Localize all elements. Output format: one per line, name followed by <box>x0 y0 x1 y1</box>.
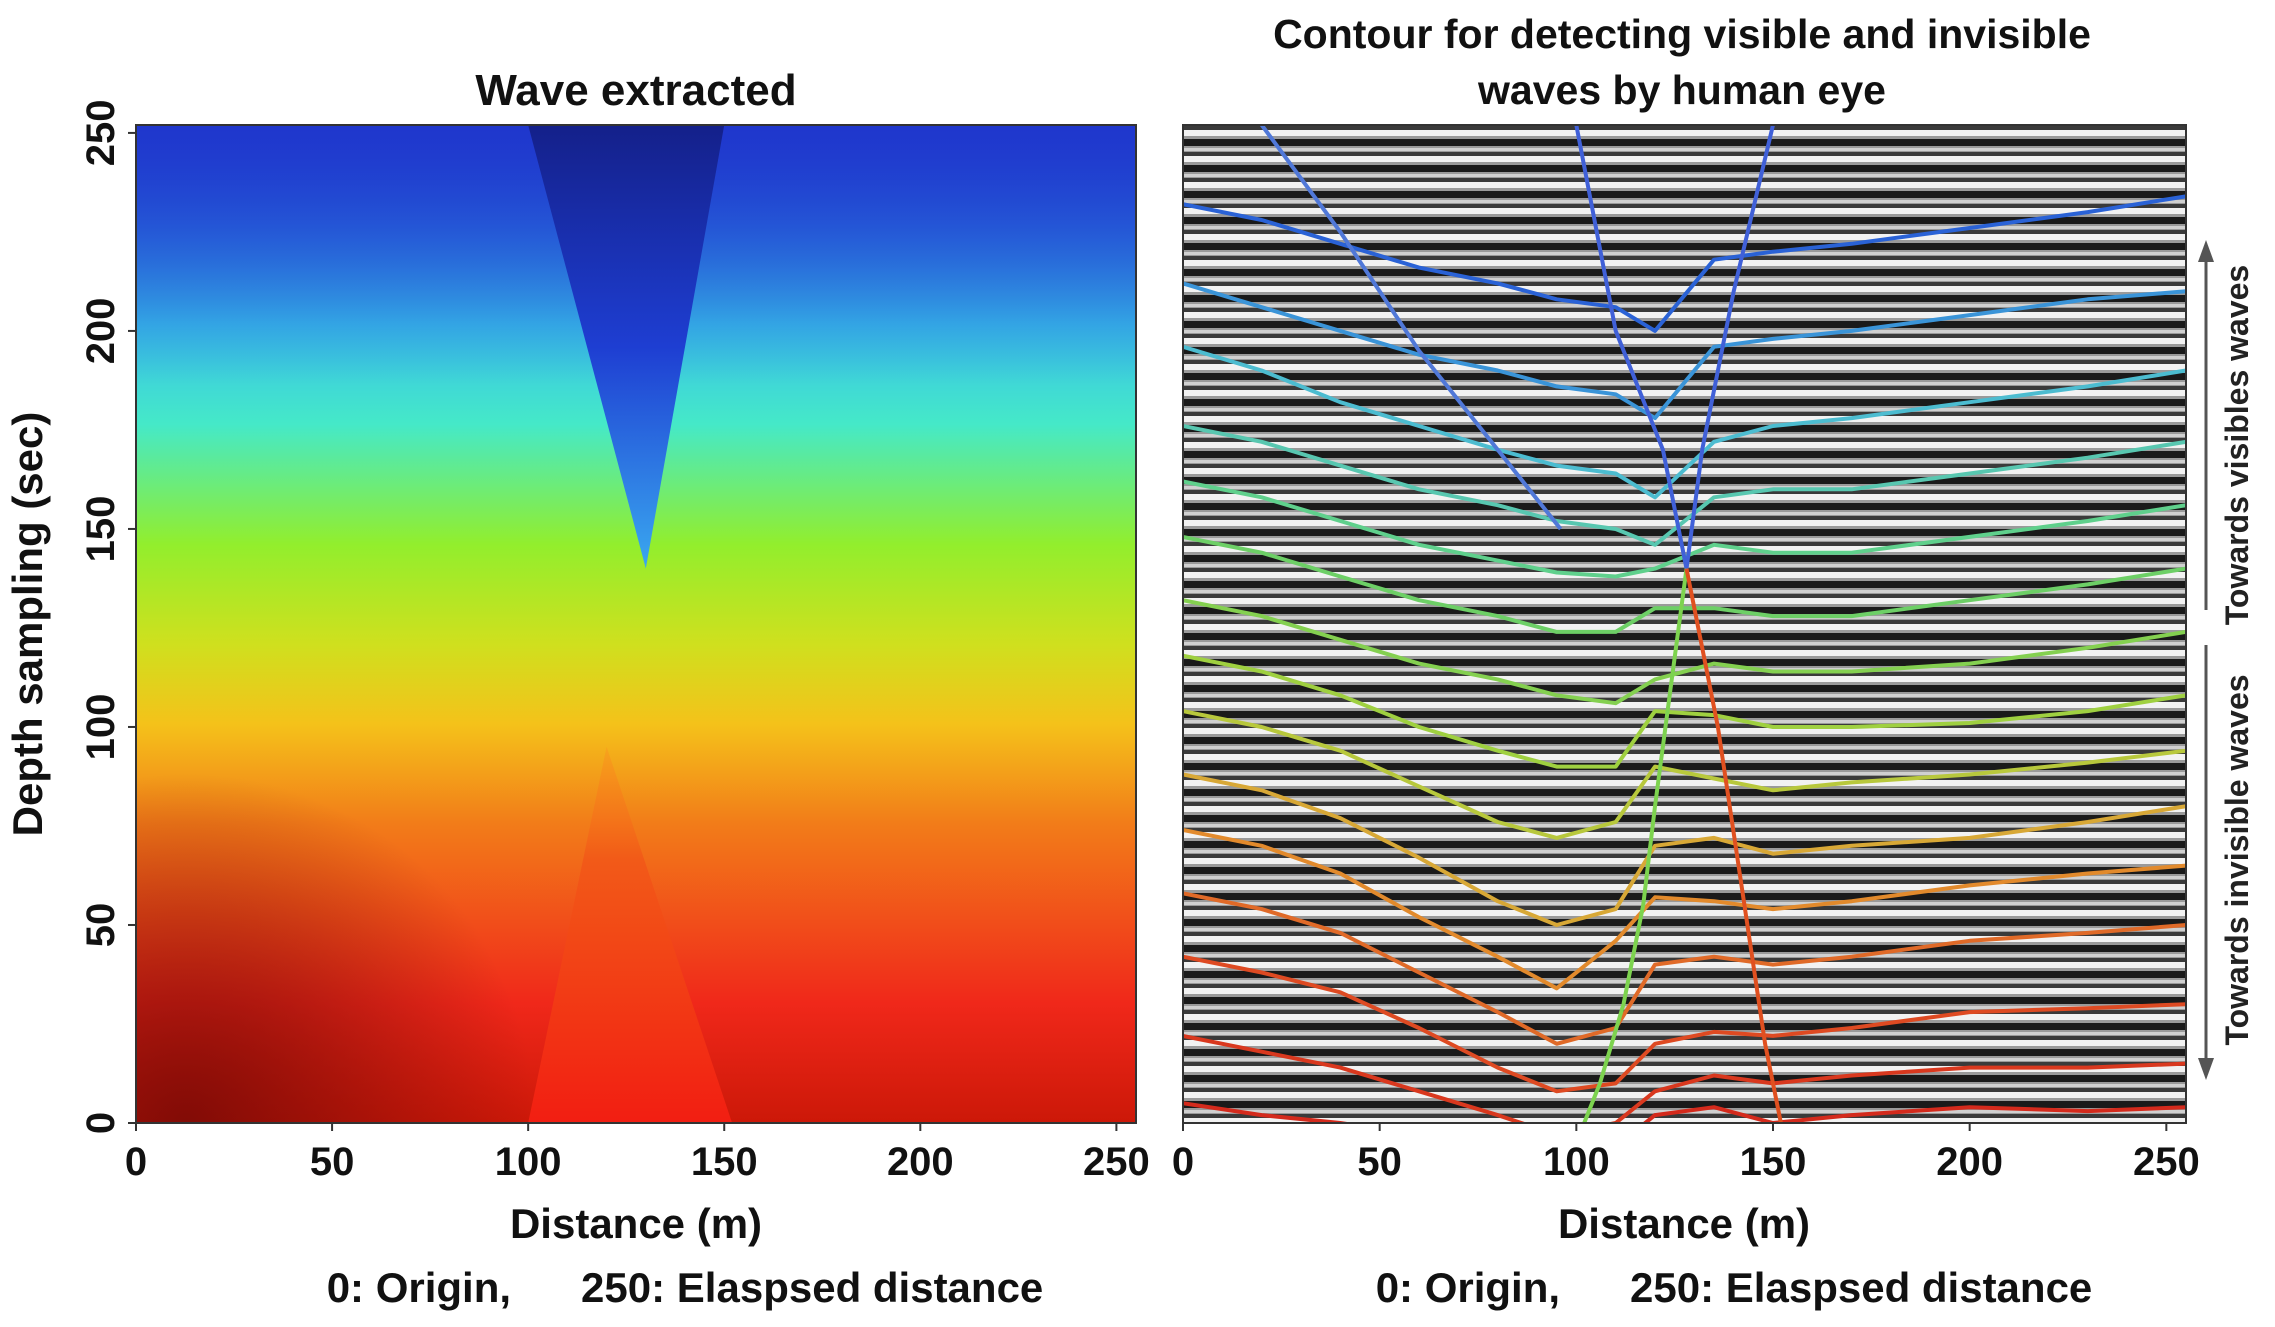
right-chart-title-line-2: waves by human eye <box>1477 67 1886 113</box>
contour-line-4 <box>1183 891 2186 1046</box>
contour-line-9 <box>1183 598 2186 706</box>
heatmap-plot-area <box>136 125 1136 1123</box>
left-y-tick-label: 150 <box>79 496 123 563</box>
contour-line-1 <box>1183 1101 2186 1123</box>
right-x-tick-label: 50 <box>1357 1140 1402 1184</box>
right-plot-frame <box>1182 124 2187 1124</box>
contour-line-5 <box>1183 827 2186 991</box>
invisible-waves-arrow <box>2198 645 2214 1080</box>
right-x-tick-label: 150 <box>1740 1140 1807 1184</box>
left-y-tick-label: 0 <box>79 1112 123 1134</box>
right-caption: 0: Origin, 250: Elaspsed distance <box>1376 1264 2093 1311</box>
left-x-tick-label: 250 <box>1083 1140 1150 1184</box>
left-chart-title: Wave extracted <box>475 66 796 115</box>
fault-line-4 <box>1684 568 1783 1123</box>
left-x-axis-label: Distance (m) <box>510 1200 762 1247</box>
right-x-tick-label: 200 <box>1936 1140 2003 1184</box>
lower-red-wedge <box>528 746 733 1123</box>
left-x-tick-label: 100 <box>495 1140 562 1184</box>
contour-line-10 <box>1183 534 2186 634</box>
right-x-tick-label: 0 <box>1172 1140 1194 1184</box>
left-y-axis-label: Depth sampling (sec) <box>4 412 51 837</box>
contour-lines <box>1183 194 2186 1123</box>
contour-line-2 <box>1183 1033 2186 1123</box>
contour-line-3 <box>1183 954 2186 1094</box>
contour-line-12 <box>1183 424 2186 547</box>
left-y-tick-label: 200 <box>79 298 123 365</box>
right-x-axis-label: Distance (m) <box>1558 1200 1810 1247</box>
right-x-tick-label: 250 <box>2133 1140 2200 1184</box>
right-chart-title-line-1: Contour for detecting visible and invisi… <box>1273 11 2091 57</box>
contour-line-14 <box>1183 281 2186 421</box>
upper-blue-wedge <box>528 125 725 569</box>
left-heatmap-panel: Wave extracted 0 50 100 150 200 250 0 50 100 150… <box>4 66 1150 1311</box>
left-caption: 0: Origin, 250: Elaspsed distance <box>327 1264 1044 1311</box>
fault-line-1 <box>1260 125 1563 531</box>
fault-line-3 <box>1582 568 1689 1123</box>
right-contour-panel: Contour for detecting visible and invisi… <box>1172 11 2255 1311</box>
seismic-plot-area <box>1183 125 2186 1123</box>
right-x-ticks: 0 50 100 150 200 250 <box>1172 1123 2200 1184</box>
left-x-tick-label: 50 <box>310 1140 355 1184</box>
contour-line-8 <box>1183 653 2186 769</box>
visible-waves-arrow <box>2198 240 2214 610</box>
left-x-tick-label: 150 <box>691 1140 758 1184</box>
fault-lines <box>1260 125 1783 1123</box>
left-y-tick-label: 250 <box>79 100 123 167</box>
left-plot-frame <box>135 124 1137 1124</box>
side-label-invisible-waves: Towards invisible waves <box>2219 674 2255 1045</box>
seismic-background <box>1183 125 2186 1123</box>
left-y-tick-label: 50 <box>79 903 123 948</box>
left-y-ticks: 0 50 100 150 200 250 <box>79 100 136 1134</box>
contour-line-15 <box>1183 194 2186 333</box>
contour-line-6 <box>1183 772 2186 927</box>
left-x-ticks: 0 50 100 150 200 250 <box>125 1123 1150 1184</box>
contour-line-13 <box>1183 344 2186 500</box>
left-x-tick-label: 0 <box>125 1140 147 1184</box>
left-x-tick-label: 200 <box>887 1140 954 1184</box>
side-label-visible-waves: Towards visibles waves <box>2219 265 2255 625</box>
right-x-tick-label: 100 <box>1543 1140 1610 1184</box>
left-y-tick-label: 100 <box>79 694 123 761</box>
contour-line-7 <box>1183 709 2186 840</box>
contour-line-11 <box>1183 479 2186 579</box>
